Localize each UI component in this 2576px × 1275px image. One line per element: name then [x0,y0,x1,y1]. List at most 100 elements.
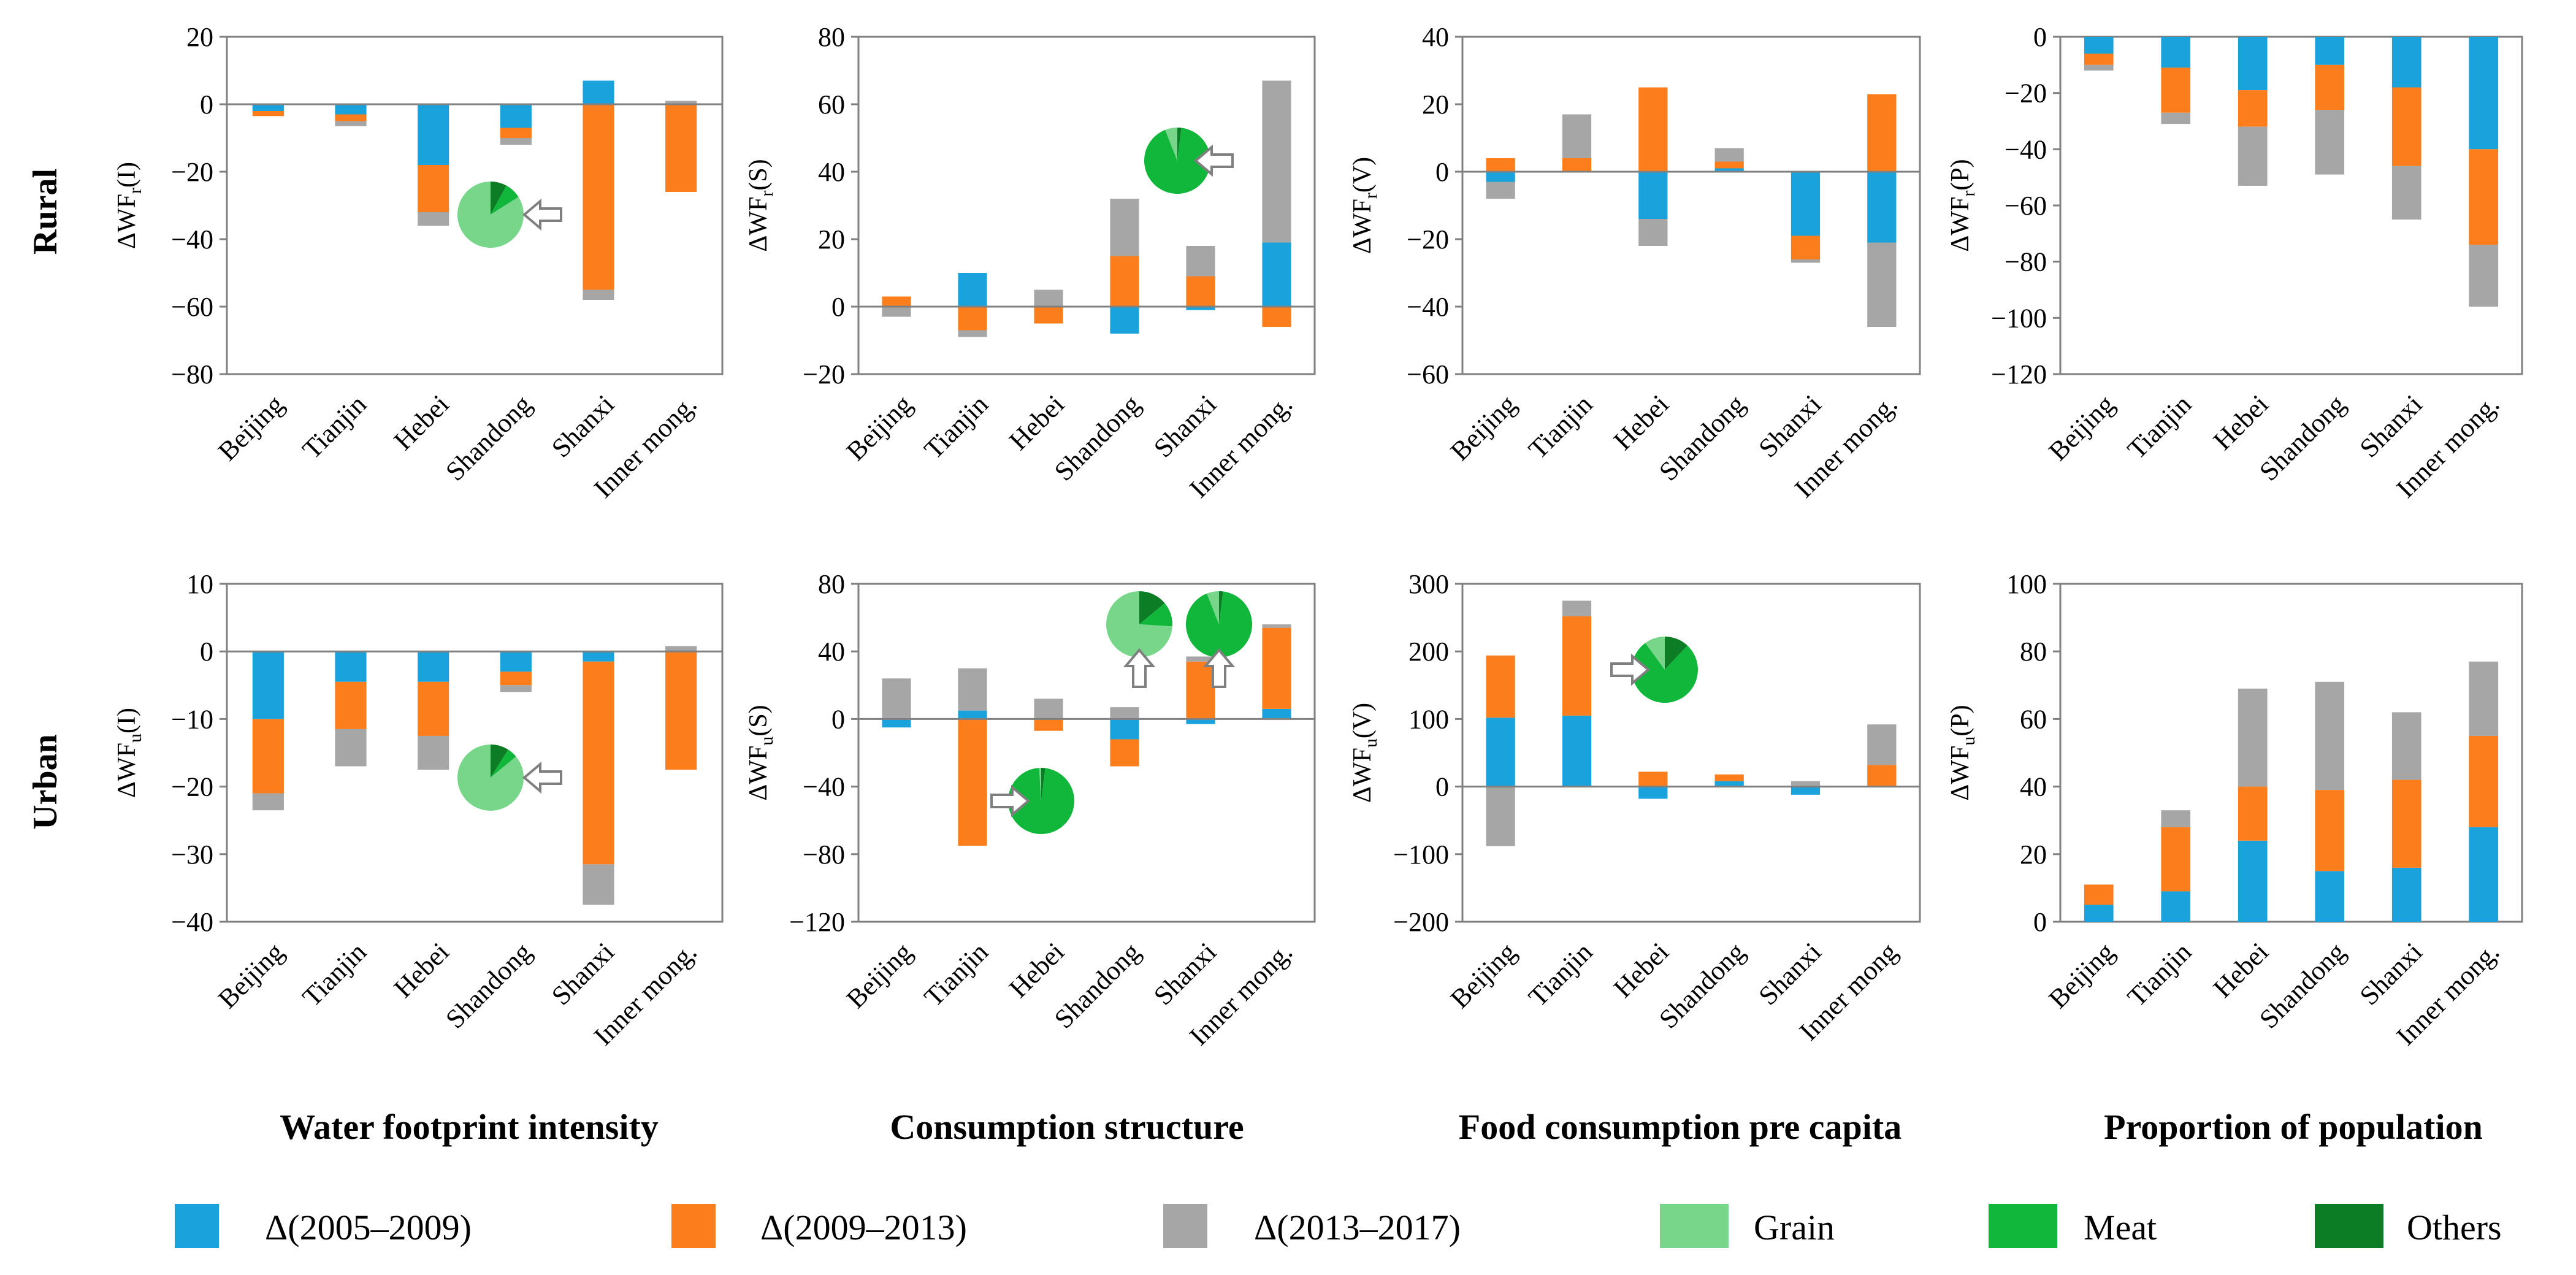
panel-urban-consumption-structure-bar-shandong-2009-2013 [1110,739,1139,767]
panel-urban-food-consumption-pre-capita: −200 −100 0 100 200 300 ΔWFu(V) Beijing Tianjin H… [1348,569,1921,1046]
column-title-population: Proportion of population [2104,1107,2483,1147]
panel-urban-proportion-of-population-ytick-label: 40 [2020,772,2047,802]
panel-urban-consumption-structure-ytick-label: −40 [803,772,845,802]
panel-urban-proportion-of-population-ylabel: ΔWFu(P) [1946,705,1979,800]
panel-urban-consumption-structure: −120 −80 −40 0 40 80 ΔWFu(S) Beijing Tianjin Hebe… [744,569,1316,1051]
legend-swatch-d2009-2013 [671,1204,716,1248]
panel-urban-proportion-of-population-bar-beijing-2009-2013 [2084,884,2114,905]
panel-rural-water-footprint-intensity-bar-shandong-2013-2017 [500,138,532,145]
panel-rural-proportion-of-population-bar-shanxi-2013-2017 [2391,166,2421,220]
panel-urban-consumption-structure-pie-0-slice-others [1041,768,1045,801]
panel-urban-water-footprint-intensity-frame [226,583,724,923]
panel-rural-water-footprint-intensity-bar-shanxi-2005-2009 [583,80,614,104]
row-label-rural: Rural [26,169,64,255]
panel-rural-food-consumption-pre-capita-bar-tianjin-2009-2013 [1562,158,1592,172]
panel-rural-consumption-structure-pie-0-slice-meat [1144,128,1210,194]
panel-rural-proportion-of-population-bar-inner-mong-2013-2017 [2469,245,2499,307]
panel-rural-consumption-structure-bar-shanxi-2009-2013 [1186,276,1215,307]
panel-urban-proportion-of-population-bar-hebei-2005-2009 [2238,840,2268,922]
legend-label-others: Others [2407,1208,2502,1247]
panel-rural-water-footprint-intensity-category-label: Tianjin [297,389,372,464]
panel-urban-water-footprint-intensity-bar-hebei-2013-2017 [418,735,449,770]
panel-urban-water-footprint-intensity-bar-shanxi-2005-2009 [583,651,614,662]
panel-rural-consumption-structure-bar-inner-mong-2009-2013 [1262,307,1291,327]
panel-rural-food-consumption-pre-capita-category-label: Beijing [1445,389,1522,466]
panel-urban-water-footprint-intensity-ylabel: ΔWFu(I) [113,708,145,798]
legend-label-meat: Meat [2084,1208,2157,1247]
panel-rural-food-consumption-pre-capita-ytick-label: 40 [1422,22,1449,52]
panel-urban-consumption-structure-bar-inner-mong-2009-2013 [1262,627,1291,709]
panel-urban-water-footprint-intensity-bar-inner-mong-2009-2013 [665,651,697,770]
panel-urban-consumption-structure-ytick-label: −80 [803,840,845,870]
panel-rural-food-consumption-pre-capita-bar-tianjin-2013-2017 [1562,114,1592,158]
panel-rural-consumption-structure-bar-inner-mong-2005-2009 [1262,242,1291,307]
panel-rural-water-footprint-intensity-ytick-label: −40 [171,224,213,255]
panel-urban-proportion-of-population-ytick-label: 100 [2006,569,2047,599]
panel-urban-proportion-of-population-bar-tianjin-2013-2017 [2161,810,2191,827]
panel-rural-food-consumption-pre-capita-ytick-label: 0 [1435,157,1449,187]
panel-urban-food-consumption-pre-capita-bar-beijing-2013-2017 [1486,786,1515,846]
panel-rural-food-consumption-pre-capita-ylabel: ΔWFr(V) [1348,157,1381,254]
panel-urban-food-consumption-pre-capita-bar-hebei-2009-2013 [1638,772,1668,787]
panel-rural-food-consumption-pre-capita-bar-beijing-2013-2017 [1486,182,1515,199]
panel-urban-proportion-of-population-category-label: Hebei [2207,936,2274,1003]
panel-rural-consumption-structure-ylabel: ΔWFr(S) [744,159,777,251]
panel-urban-proportion-of-population-frame [2059,583,2523,923]
panel-rural-proportion-of-population-category-label: Tianjin [2122,389,2197,464]
panel-urban-consumption-structure-ytick-label: −120 [789,907,845,937]
panel-urban-food-consumption-pre-capita-bar-beijing-2009-2013 [1486,655,1515,718]
legend-swatch-d2013-2017 [1163,1204,1207,1248]
panel-urban-water-footprint-intensity-bar-tianjin-2009-2013 [335,681,367,729]
column-title-structure: Consumption structure [890,1107,1244,1147]
panel-urban-consumption-structure-bar-inner-mong-2013-2017 [1262,624,1291,628]
panel-rural-consumption-structure-bar-beijing-2009-2013 [882,296,911,307]
panel-rural-food-consumption-pre-capita-bar-inner-mong-2005-2009 [1867,172,1897,243]
panel-urban-consumption-structure-pie-2 [1186,591,1252,657]
panel-rural-consumption-structure-bar-tianjin-2005-2009 [958,273,987,307]
panel-urban-water-footprint-intensity-category-label: Shanxi [546,936,620,1011]
panel-urban-consumption-structure-ylabel: ΔWFu(S) [744,705,777,800]
legend: Δ(2005–2009) Δ(2009–2013) Δ(2013–2017) G… [175,1204,2502,1248]
panel-rural-proportion-of-population-bar-tianjin-2009-2013 [2161,67,2191,113]
panel-rural-water-footprint-intensity-category-label: Shanxi [546,389,620,463]
panel-urban-consumption-structure-pie-0-slice-grain [1039,768,1041,801]
panel-urban-food-consumption-pre-capita-ylabel: ΔWFu(V) [1348,703,1381,803]
panel-urban-consumption-structure-bar-shanxi-2013-2017 [1186,656,1215,662]
panel-rural-proportion-of-population-ytick-label: −80 [2005,247,2047,277]
panel-rural-water-footprint-intensity-ytick-label: 0 [200,90,213,120]
panel-urban-consumption-structure-pie-1-slice-meat [1139,603,1172,627]
panel-urban-proportion-of-population-bar-shandong-2009-2013 [2315,790,2345,871]
panel-urban-proportion-of-population-bar-hebei-2009-2013 [2238,786,2268,841]
panel-rural-water-footprint-intensity-bar-shandong-2009-2013 [500,128,532,138]
panel-urban-consumption-structure-arrow-2-icon [1202,648,1236,688]
panel-urban-proportion-of-population-category-label: Shanxi [2354,936,2428,1011]
panel-urban-food-consumption-pre-capita-bar-beijing-2005-2009 [1486,718,1515,787]
panel-urban-water-footprint-intensity-bar-beijing-2013-2017 [252,793,284,811]
panel-urban-water-footprint-intensity: −40 −30 −20 −10 0 10 ΔWFu(I) Beijing Tianjin Hebe… [113,569,724,1051]
panel-rural-consumption-structure-bar-shandong-2009-2013 [1110,256,1139,307]
panel-rural-proportion-of-population-bar-shandong-2005-2009 [2315,37,2345,65]
panel-urban-proportion-of-population-ytick-label: 20 [2020,840,2047,870]
panel-rural-consumption-structure-ytick-label: 80 [818,22,845,52]
panel-urban-food-consumption-pre-capita-ytick-label: 300 [1408,569,1449,599]
panel-rural-consumption-structure-bar-shanxi-2013-2017 [1186,246,1215,277]
panel-rural-proportion-of-population-category-label: Hebei [2207,389,2274,456]
panel-urban-consumption-structure-bar-hebei-2009-2013 [1034,719,1063,731]
panel-rural-consumption-structure-ytick-label: 20 [818,224,845,255]
panel-rural-proportion-of-population-category-label: Beijing [2043,389,2120,466]
panel-rural-food-consumption-pre-capita-ytick-label: 20 [1422,90,1449,120]
panel-rural-water-footprint-intensity-bar-hebei-2005-2009 [418,104,449,165]
panel-urban-water-footprint-intensity-bar-shanxi-2013-2017 [583,864,614,905]
panel-rural-water-footprint-intensity-ytick-label: −80 [171,359,213,389]
legend-label-d2005-2009: Δ(2005–2009) [265,1208,472,1247]
panel-rural-food-consumption-pre-capita-category-label: Hebei [1608,389,1675,456]
panel-urban-water-footprint-intensity-bar-tianjin-2005-2009 [335,651,367,682]
panel-urban-food-consumption-pre-capita-pie-0-slice-others [1665,637,1687,670]
panel-rural-consumption-structure-category-label: Beijing [841,389,918,466]
panel-urban-water-footprint-intensity-bar-beijing-2005-2009 [252,651,284,719]
panel-rural-water-footprint-intensity-ytick-label: 20 [186,22,213,52]
panel-rural-proportion-of-population-ytick-label: −120 [1991,359,2047,389]
panel-rural-water-footprint-intensity-bar-inner-mong-2009-2013 [665,104,697,192]
